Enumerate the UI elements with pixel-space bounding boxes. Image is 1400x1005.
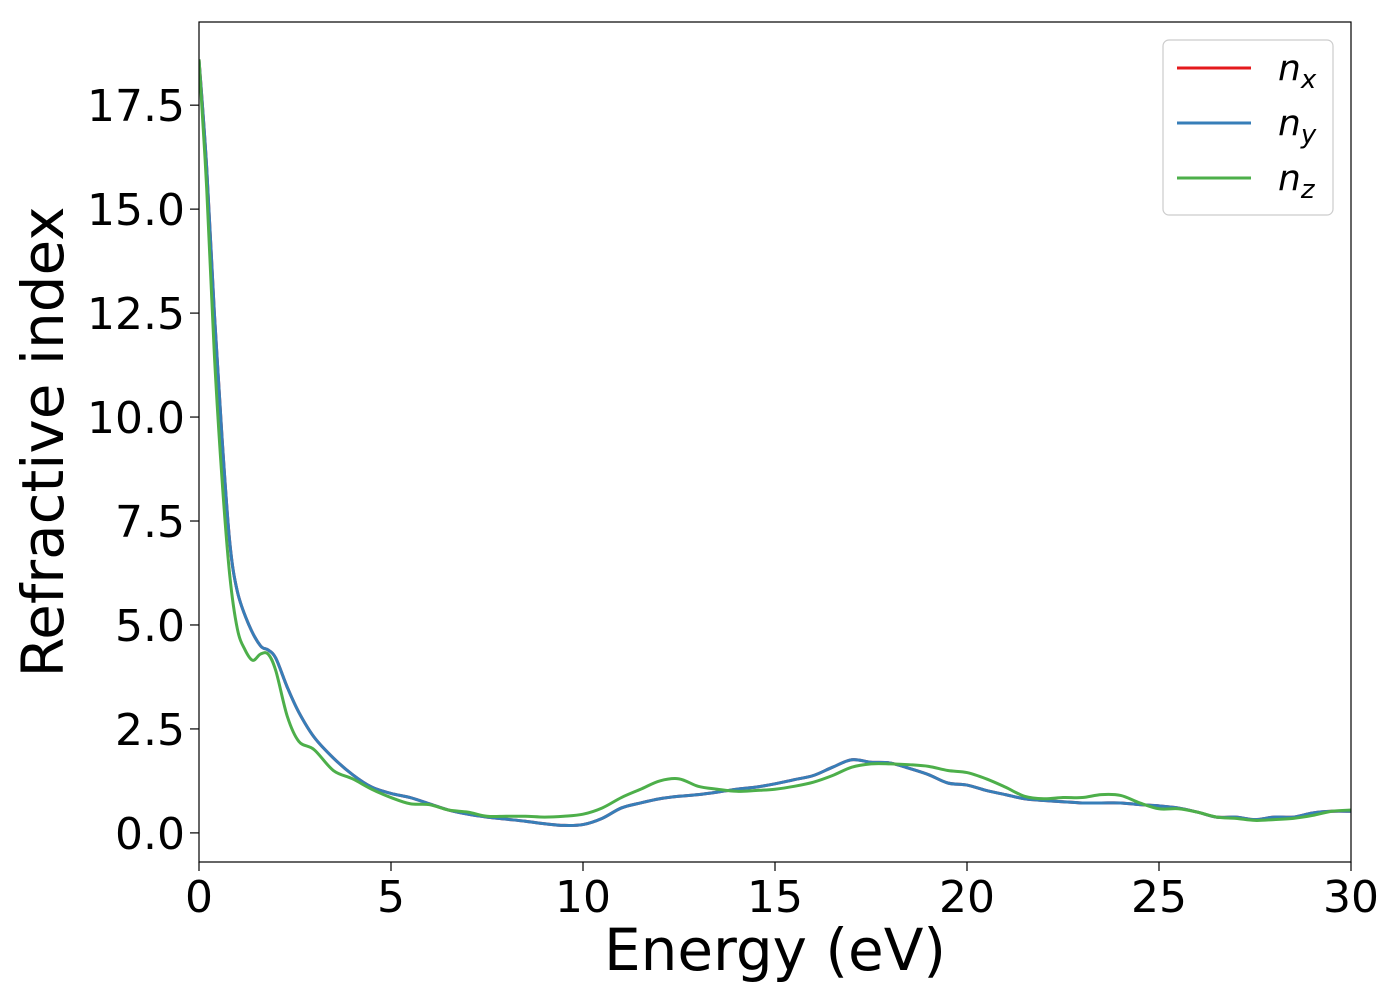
- y-axis-title: Refractive index: [9, 206, 77, 677]
- x-tick-label: 30: [1323, 872, 1379, 923]
- y-tick-label: 10.0: [87, 393, 185, 444]
- series-line-nz: [199, 59, 1351, 822]
- y-tick-label: 2.5: [115, 705, 185, 756]
- y-tick-label: 15.0: [87, 185, 185, 236]
- x-tick-label: 15: [747, 872, 803, 923]
- y-axis-ticks: 0.0 2.5 5.0 7.5 10.0 12.5 15.0 17.5: [87, 81, 199, 860]
- x-tick-label: 0: [185, 872, 213, 923]
- x-tick-label: 10: [555, 872, 611, 923]
- y-tick-label: 7.5: [115, 497, 185, 548]
- legend-box: [1162, 39, 1334, 216]
- y-tick-label: 17.5: [87, 81, 185, 132]
- x-tick-label: 20: [939, 872, 995, 923]
- x-tick-label: 5: [377, 872, 405, 923]
- y-tick-label: 0.0: [115, 809, 185, 860]
- x-axis-title: Energy (eV): [604, 916, 946, 984]
- y-tick-label: 5.0: [115, 601, 185, 652]
- y-tick-label: 12.5: [87, 289, 185, 340]
- x-tick-label: 25: [1131, 872, 1187, 923]
- series-line-ny: [199, 59, 1351, 828]
- legend-label-ny: ny: [1278, 103, 1317, 150]
- series-layer: [199, 59, 1351, 828]
- x-axis-ticks: 0 5 10 15 20 25 30: [185, 862, 1379, 923]
